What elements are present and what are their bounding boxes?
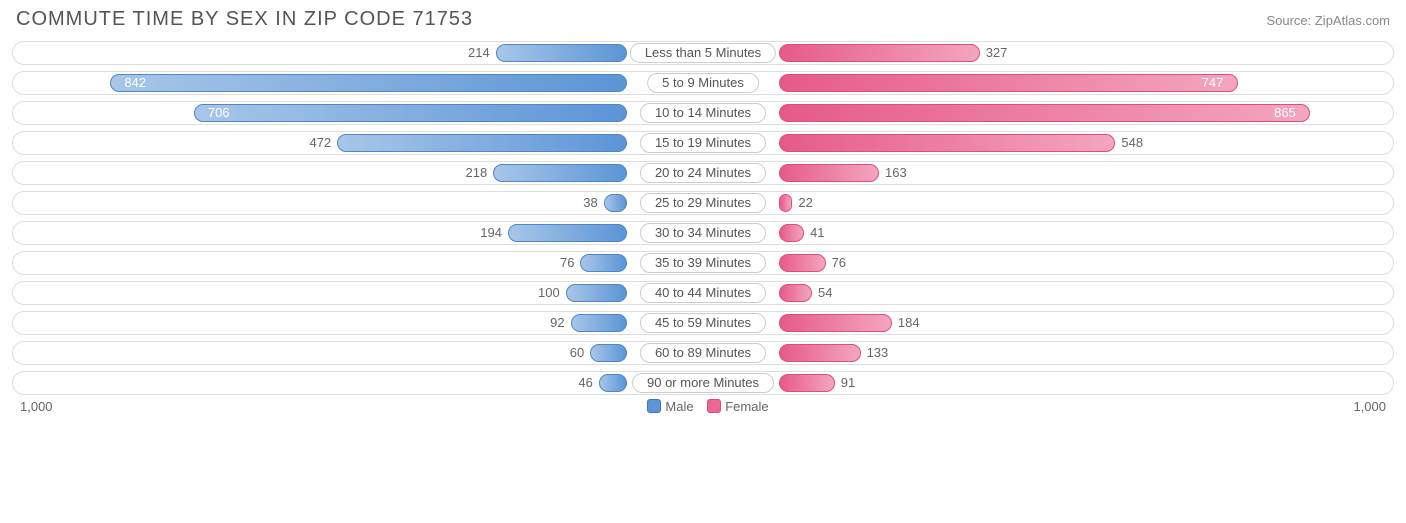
chart-row: 46 91 90 or more Minutes <box>12 371 1394 395</box>
female-bar <box>779 164 879 182</box>
chart-row: 218 163 20 to 24 Minutes <box>12 161 1394 185</box>
chart-row: 214 327 Less than 5 Minutes <box>12 41 1394 65</box>
male-bar <box>337 134 627 152</box>
male-value: 100 <box>538 282 560 304</box>
chart-footer: 1,000 Male Female 1,000 <box>12 399 1394 414</box>
legend-female-label: Female <box>725 399 768 414</box>
female-bar <box>779 134 1116 152</box>
male-bar <box>590 344 627 362</box>
female-value: 41 <box>810 222 824 244</box>
female-bar <box>779 284 812 302</box>
female-bar <box>779 344 861 362</box>
chart-row: 842 747 5 to 9 Minutes <box>12 71 1394 95</box>
female-bar <box>779 254 826 272</box>
male-value: 472 <box>310 132 332 154</box>
legend-male-label: Male <box>665 399 693 414</box>
category-label: 15 to 19 Minutes <box>640 133 766 153</box>
female-value: 327 <box>986 42 1008 64</box>
axis-max-left: 1,000 <box>20 399 53 414</box>
male-bar <box>110 74 627 92</box>
female-bar <box>779 314 892 332</box>
chart-row: 100 54 40 to 44 Minutes <box>12 281 1394 305</box>
female-bar <box>779 224 804 242</box>
category-label: 25 to 29 Minutes <box>640 193 766 213</box>
category-label: 35 to 39 Minutes <box>640 253 766 273</box>
category-label: 60 to 89 Minutes <box>640 343 766 363</box>
chart-row: 76 76 35 to 39 Minutes <box>12 251 1394 275</box>
male-bar <box>194 104 628 122</box>
female-bar <box>779 44 980 62</box>
male-bar <box>580 254 627 272</box>
category-label: 45 to 59 Minutes <box>640 313 766 333</box>
category-label: 40 to 44 Minutes <box>640 283 766 303</box>
female-value: 184 <box>898 312 920 334</box>
female-value: 865 <box>1274 102 1296 124</box>
female-value: 133 <box>867 342 889 364</box>
category-label: Less than 5 Minutes <box>630 43 776 63</box>
category-label: 30 to 34 Minutes <box>640 223 766 243</box>
female-value: 54 <box>818 282 832 304</box>
category-label: 5 to 9 Minutes <box>647 73 759 93</box>
male-value: 706 <box>208 102 230 124</box>
female-value: 747 <box>1202 72 1224 94</box>
male-value: 218 <box>466 162 488 184</box>
male-bar <box>599 374 627 392</box>
chart-row: 38 22 25 to 29 Minutes <box>12 191 1394 215</box>
chart-title: COMMUTE TIME BY SEX IN ZIP CODE 71753 <box>16 8 473 31</box>
axis-max-right: 1,000 <box>1353 399 1386 414</box>
chart-row: 92 184 45 to 59 Minutes <box>12 311 1394 335</box>
female-value: 91 <box>841 372 855 394</box>
female-swatch-icon <box>707 399 721 413</box>
male-bar <box>566 284 627 302</box>
female-value: 163 <box>885 162 907 184</box>
male-bar <box>571 314 627 332</box>
chart-source: Source: ZipAtlas.com <box>1266 13 1390 28</box>
female-bar <box>779 194 793 212</box>
female-bar <box>779 104 1310 122</box>
legend: Male Female <box>53 399 1354 414</box>
chart-header: COMMUTE TIME BY SEX IN ZIP CODE 71753 So… <box>12 8 1394 31</box>
chart-row: 472 548 15 to 19 Minutes <box>12 131 1394 155</box>
chart-row: 194 41 30 to 34 Minutes <box>12 221 1394 245</box>
male-value: 92 <box>550 312 564 334</box>
male-value: 842 <box>124 72 146 94</box>
chart-rows: 214 327 Less than 5 Minutes 842 747 5 to 9 Mi… <box>12 41 1394 395</box>
category-label: 90 or more Minutes <box>632 373 774 393</box>
male-value: 76 <box>560 252 574 274</box>
male-bar <box>496 44 627 62</box>
female-bar <box>779 74 1238 92</box>
male-value: 38 <box>583 192 597 214</box>
female-value: 76 <box>832 252 846 274</box>
female-value: 22 <box>798 192 812 214</box>
male-value: 46 <box>578 372 592 394</box>
male-bar <box>493 164 627 182</box>
chart-row: 60 133 60 to 89 Minutes <box>12 341 1394 365</box>
male-bar <box>508 224 627 242</box>
male-bar <box>604 194 627 212</box>
chart-row: 706 865 10 to 14 Minutes <box>12 101 1394 125</box>
category-label: 20 to 24 Minutes <box>640 163 766 183</box>
male-value: 194 <box>480 222 502 244</box>
category-label: 10 to 14 Minutes <box>640 103 766 123</box>
female-bar <box>779 374 835 392</box>
male-value: 214 <box>468 42 490 64</box>
female-value: 548 <box>1121 132 1143 154</box>
male-value: 60 <box>570 342 584 364</box>
male-swatch-icon <box>647 399 661 413</box>
